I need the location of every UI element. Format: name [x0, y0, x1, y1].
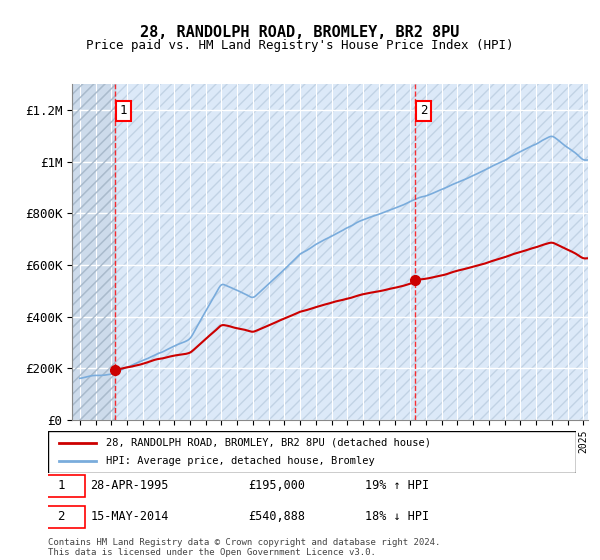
FancyBboxPatch shape — [37, 475, 85, 497]
Text: Contains HM Land Registry data © Crown copyright and database right 2024.
This d: Contains HM Land Registry data © Crown c… — [48, 538, 440, 557]
Text: 2: 2 — [420, 104, 428, 118]
Text: HPI: Average price, detached house, Bromley: HPI: Average price, detached house, Brom… — [106, 456, 375, 466]
Text: 19% ↑ HPI: 19% ↑ HPI — [365, 479, 429, 492]
Bar — [72, 84, 115, 420]
Text: 28, RANDOLPH ROAD, BROMLEY, BR2 8PU: 28, RANDOLPH ROAD, BROMLEY, BR2 8PU — [140, 25, 460, 40]
Text: £195,000: £195,000 — [248, 479, 305, 492]
Text: 1: 1 — [58, 479, 65, 492]
Text: 18% ↓ HPI: 18% ↓ HPI — [365, 510, 429, 523]
Text: 1: 1 — [120, 104, 127, 118]
Text: Price paid vs. HM Land Registry's House Price Index (HPI): Price paid vs. HM Land Registry's House … — [86, 39, 514, 52]
Text: 2: 2 — [58, 510, 65, 523]
FancyBboxPatch shape — [48, 431, 576, 473]
Text: £540,888: £540,888 — [248, 510, 305, 523]
Text: 28, RANDOLPH ROAD, BROMLEY, BR2 8PU (detached house): 28, RANDOLPH ROAD, BROMLEY, BR2 8PU (det… — [106, 438, 431, 448]
Text: 28-APR-1995: 28-APR-1995 — [90, 479, 169, 492]
Text: 15-MAY-2014: 15-MAY-2014 — [90, 510, 169, 523]
FancyBboxPatch shape — [37, 506, 85, 528]
